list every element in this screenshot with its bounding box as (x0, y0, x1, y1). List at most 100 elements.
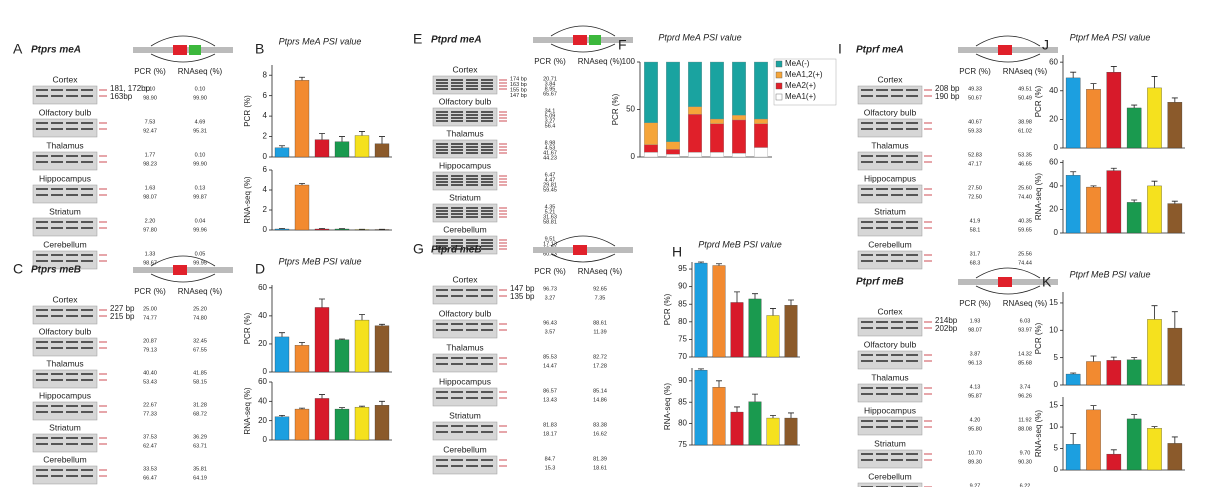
gel-band (876, 321, 888, 323)
gel-band (51, 194, 63, 196)
error-bar (1070, 372, 1077, 375)
gel-band (466, 245, 478, 247)
exon (173, 265, 187, 275)
gel-band (481, 88, 493, 90)
bar (294, 345, 310, 373)
error-bar (1171, 436, 1178, 444)
error-bar (734, 291, 740, 303)
gel-band (36, 315, 48, 317)
gel-band (81, 347, 93, 349)
pcr-value: 85.53 (543, 354, 557, 360)
bar (1065, 373, 1081, 386)
error-bar (1110, 167, 1117, 171)
pcr-value: 4.13 (970, 384, 981, 390)
band-size: 202bp (935, 324, 958, 333)
gel-band (876, 254, 888, 256)
error-bar (299, 342, 305, 346)
gel-band (891, 122, 903, 124)
y-tick-label: 95 (678, 264, 687, 273)
gel-band (81, 443, 93, 445)
gel-band (451, 363, 463, 365)
bar-segment (688, 106, 702, 115)
legend-swatch (775, 82, 783, 90)
gene-title: Ptprs meB (31, 265, 81, 276)
bar-segment (644, 122, 658, 145)
gel-band (451, 207, 463, 209)
gel-band (51, 475, 63, 477)
gel-band (51, 161, 63, 163)
gel-band (466, 363, 478, 365)
error-bar (279, 145, 285, 148)
gel-band (36, 260, 48, 262)
gel-band (81, 122, 93, 124)
pcr-value: 56.4 (545, 123, 556, 129)
pcr-value: 95.87 (968, 393, 982, 399)
gel-band (876, 89, 888, 91)
gel-band (861, 89, 873, 91)
gel-band (906, 393, 918, 395)
bar (748, 401, 762, 446)
tissue-label: Cortex (877, 74, 903, 84)
gel-band (451, 242, 463, 244)
bar (314, 398, 330, 441)
gel-band (451, 245, 463, 247)
pcr-value: 22.67 (143, 402, 157, 408)
pcr-value: 40.40 (143, 370, 157, 376)
error-bar (1151, 180, 1158, 186)
column-header: PCR (%) (134, 287, 166, 296)
bar (1086, 361, 1101, 386)
pcr-value: 74.77 (143, 315, 157, 321)
gel-band (466, 82, 478, 84)
bar-segment (666, 153, 680, 158)
error-bar (770, 415, 776, 419)
bar-segment (666, 141, 680, 150)
gel-band (81, 254, 93, 256)
pcr-value: 96.13 (968, 360, 982, 366)
pcr-value: 60.43 (543, 251, 557, 257)
error-bar (1110, 449, 1117, 455)
gel-band (436, 143, 448, 145)
gel-band (891, 360, 903, 362)
y-tick-label: 10 (1049, 422, 1058, 431)
tissue-label: Cerebellum (868, 471, 911, 481)
panel-letter: I (838, 41, 842, 57)
pcr-value: 4.20 (970, 417, 981, 423)
gel-band (436, 120, 448, 122)
gel-band (436, 295, 448, 297)
error-bar (716, 263, 722, 266)
bar (314, 307, 330, 373)
bar (1086, 409, 1101, 471)
gel-band (861, 95, 873, 97)
gel-band (481, 207, 493, 209)
rnaseq-value: 74.40 (1018, 194, 1032, 200)
column-header: RNAseq (%) (178, 67, 223, 76)
pcr-value: 20.71 (543, 76, 557, 82)
gel-band (36, 469, 48, 471)
y-tick-label: 90 (678, 376, 687, 385)
gel-band (876, 188, 888, 190)
gel-band (436, 216, 448, 218)
error-bar (1070, 433, 1077, 445)
rnaseq-value: 0.05 (195, 251, 206, 257)
bar (694, 369, 708, 446)
gel-band (876, 393, 888, 395)
bar-segment (710, 123, 724, 153)
y-tick-label: 0 (1054, 143, 1059, 152)
gel-band (466, 79, 478, 81)
gel-band (466, 465, 478, 467)
pcr-value: 44.23 (543, 155, 557, 161)
error-bar (319, 298, 325, 308)
gel-band (906, 161, 918, 163)
gel-band (451, 329, 463, 331)
gel-band (906, 227, 918, 229)
gel-band (861, 426, 873, 428)
pcr-value: 49.33 (968, 86, 982, 92)
y-tick-label: 2 (263, 205, 268, 214)
gel-band (481, 323, 493, 325)
pcr-value: 68.3 (970, 260, 981, 266)
gel-band (66, 254, 78, 256)
gel-band (436, 289, 448, 291)
rnaseq-value: 7.35 (595, 295, 606, 301)
splice-arc (150, 273, 216, 283)
gel-band (66, 122, 78, 124)
